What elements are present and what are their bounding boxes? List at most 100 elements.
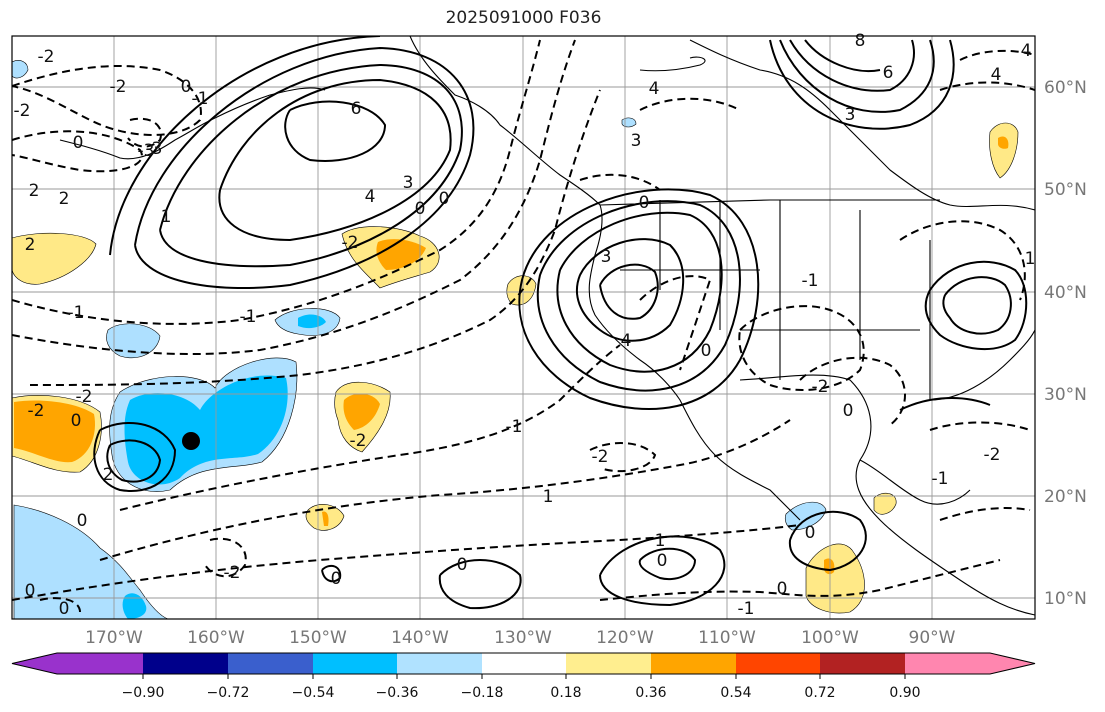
contour-label: 0 <box>639 193 650 213</box>
contour-label: 0 <box>843 401 854 421</box>
contour-label: -1 <box>802 271 819 291</box>
lat-label: 20°N <box>1044 487 1087 507</box>
colorbar-tick-label: −0.72 <box>207 685 250 701</box>
contour-label: -2 <box>342 233 359 253</box>
contour-label: -2 <box>350 431 367 451</box>
contour-label: 6 <box>351 99 362 119</box>
contour-label: 2 <box>59 189 70 209</box>
lon-label: 110°W <box>698 628 756 648</box>
colorbar-tick-label: −0.90 <box>122 685 165 701</box>
contour-label: 0 <box>59 599 70 619</box>
contour-label: -2 <box>812 377 829 397</box>
longitude-labels: 170°W 160°W 150°W 140°W 130°W 120°W 110°W 100°W… <box>85 628 956 648</box>
chart-title: 2025091000 F036 <box>445 8 602 28</box>
colorbar-tick-label: −0.18 <box>461 685 504 701</box>
contour-label: 6 <box>883 63 894 83</box>
dashed-contours <box>12 39 1035 613</box>
contour-label: 0 <box>71 411 82 431</box>
contour-label: 0 <box>181 77 192 97</box>
colorbar-swatch <box>12 653 143 674</box>
contour-label: 4 <box>991 65 1002 85</box>
contour-label: 0 <box>457 555 468 575</box>
contour-label: 0 <box>439 189 450 209</box>
contour-label: -2 <box>38 47 55 67</box>
contour-label: 2 <box>103 465 114 485</box>
colorbar-swatch <box>143 653 228 674</box>
lon-label: 160°W <box>187 628 245 648</box>
contour-label: 0 <box>331 569 342 589</box>
contour-label: 2 <box>29 181 40 201</box>
lat-label: 10°N <box>1044 589 1087 609</box>
contour-label: 3 <box>845 105 856 125</box>
contour-label: 3 <box>631 131 642 151</box>
colorbar-swatch <box>313 653 397 674</box>
colorbar-swatch <box>566 653 651 674</box>
negative-shading-deep <box>122 314 326 619</box>
lon-label: 100°W <box>801 628 859 648</box>
colorbar-tick-label: 0.90 <box>889 685 920 701</box>
contour-label: 4 <box>621 331 632 351</box>
contour-label: 1 <box>543 487 554 507</box>
contour-label: -3 <box>146 139 163 159</box>
contour-label: 0 <box>415 199 426 219</box>
latitude-labels: 60°N 50°N 40°N 30°N 20°N 10°N <box>1044 78 1087 609</box>
contour-label: -1 <box>240 307 257 327</box>
contour-label: 4 <box>1021 41 1032 61</box>
contour-label: 0 <box>657 551 668 571</box>
contour-label: 4 <box>649 79 660 99</box>
contour-label: 3 <box>403 173 414 193</box>
contour-label: 0 <box>73 133 84 153</box>
lat-label: 40°N <box>1044 283 1087 303</box>
contour-label: -1 <box>68 303 85 323</box>
colorbar-tick-label: 0.36 <box>635 685 666 701</box>
lon-label: 170°W <box>85 628 143 648</box>
contour-label: 0 <box>25 581 36 601</box>
contour-label: 1 <box>1025 249 1036 269</box>
positive-shading-orange <box>14 136 1009 575</box>
lon-label: 140°W <box>391 628 449 648</box>
contour-label: 0 <box>777 579 788 599</box>
contour-label: -2 <box>76 387 93 407</box>
lat-label: 50°N <box>1044 180 1087 200</box>
colorbar: −0.90 −0.72 −0.54 −0.36 −0.18 0.18 0.36 0.54 0.7… <box>11 652 1036 701</box>
contour-label: -2 <box>28 401 45 421</box>
contour-label: 0 <box>701 341 712 361</box>
contour-label: -1 <box>506 417 523 437</box>
colorbar-tick-label: 0.54 <box>720 685 751 701</box>
colorbar-swatch <box>228 653 313 674</box>
colorbar-outline <box>11 652 1036 675</box>
colorbar-swatch <box>397 653 482 674</box>
contour-label: -2 <box>110 77 127 97</box>
solid-contours <box>93 36 1028 610</box>
colorbar-swatch <box>905 653 1035 674</box>
contour-label: 1 <box>161 207 172 227</box>
lon-label: 130°W <box>494 628 552 648</box>
colorbar-swatch <box>736 653 820 674</box>
contour-label: -1 <box>738 599 755 619</box>
storm-center-marker <box>182 432 200 450</box>
contour-label: 8 <box>855 31 866 51</box>
contour-label: 0 <box>805 523 816 543</box>
lat-label: 30°N <box>1044 385 1087 405</box>
lon-label: 120°W <box>596 628 654 648</box>
contour-label: -2 <box>984 445 1001 465</box>
colorbar-tick-label: 0.72 <box>804 685 835 701</box>
contour-label: 1 <box>655 531 666 551</box>
contour-label: 0 <box>77 511 88 531</box>
map-border <box>11 35 1036 620</box>
colorbar-swatch <box>820 653 905 674</box>
colorbar-tick-label: 0.18 <box>550 685 581 701</box>
colorbar-swatch <box>651 653 736 674</box>
colorbar-tick-label: −0.54 <box>292 685 335 701</box>
coastlines <box>59 36 1035 616</box>
colorbar-swatch <box>482 653 566 674</box>
contour-label: -2 <box>592 447 609 467</box>
contour-label: -2 <box>14 101 31 121</box>
lat-label: 60°N <box>1044 78 1087 98</box>
contour-label: -3 <box>138 141 155 161</box>
contour-label: -1 <box>192 89 209 109</box>
colorbar-tick-label: −0.36 <box>376 685 419 701</box>
contour-label: -2 <box>224 563 241 583</box>
